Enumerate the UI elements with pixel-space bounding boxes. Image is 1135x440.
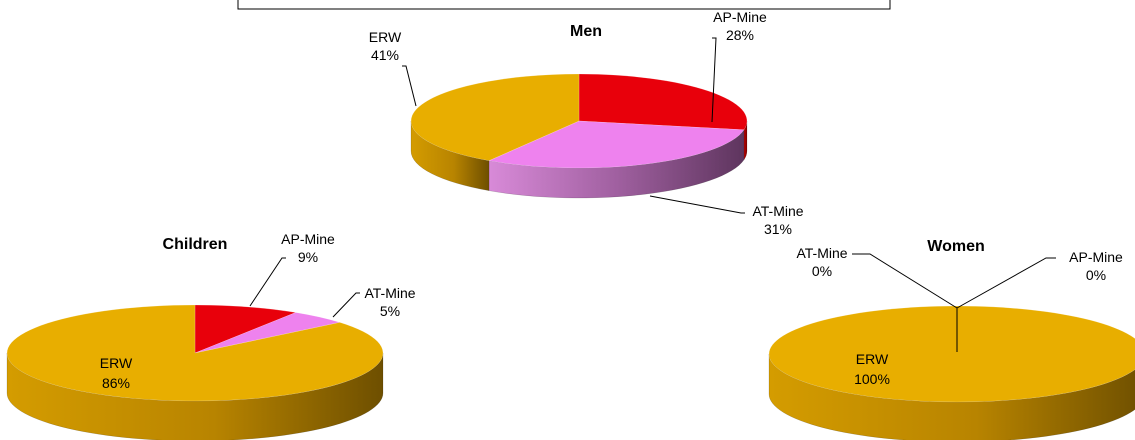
men-slice-ap-mine	[578, 73, 748, 131]
women-apmine-leader	[956, 257, 1056, 309]
men-atmine-label: AT-Mine	[752, 203, 803, 219]
children-apmine-leader	[249, 257, 286, 307]
men-atmine-value: 31%	[764, 221, 792, 237]
pie-children-title: Children	[163, 236, 228, 253]
men-slice-at-mine	[488, 120, 745, 169]
children-slice-erw	[6, 304, 384, 402]
children-erw-value: 86%	[102, 375, 130, 391]
men-apmine-label: AP-Mine	[713, 9, 767, 25]
men-erw-label: ERW	[369, 29, 402, 45]
men-slice-erw	[410, 73, 580, 161]
women-erw-label: ERW	[856, 351, 889, 367]
pie-men	[410, 73, 748, 199]
men-atmine-leader	[649, 195, 745, 214]
women-atmine-leader	[852, 253, 958, 309]
men-erw-leader	[402, 65, 417, 107]
children-atmine-value: 5%	[380, 303, 400, 319]
chart-frame	[237, 0, 891, 10]
pie-children	[6, 304, 384, 440]
women-atmine-label: AT-Mine	[796, 245, 847, 261]
children-slice-ap-mine	[194, 304, 297, 354]
women-apmine-label: AP-Mine	[1069, 249, 1123, 265]
children-apmine-value: 9%	[298, 249, 318, 265]
women-erw-value: 100%	[854, 371, 890, 387]
pie-men-title: Men	[570, 23, 602, 40]
women-apmine-value: 0%	[1086, 267, 1106, 283]
pie-women-title: Women	[927, 238, 984, 255]
children-atmine-leader	[332, 292, 360, 318]
children-apmine-label: AP-Mine	[281, 231, 335, 247]
pie-women	[768, 305, 1135, 440]
children-slice-at-mine	[194, 312, 341, 354]
men-apmine-value: 28%	[726, 27, 754, 43]
children-erw-label: ERW	[100, 355, 133, 371]
men-apmine-leader	[711, 37, 717, 123]
men-erw-value: 41%	[371, 47, 399, 63]
women-slice-erw	[768, 305, 1135, 403]
women-atmine-value: 0%	[812, 263, 832, 279]
children-atmine-label: AT-Mine	[364, 285, 415, 301]
